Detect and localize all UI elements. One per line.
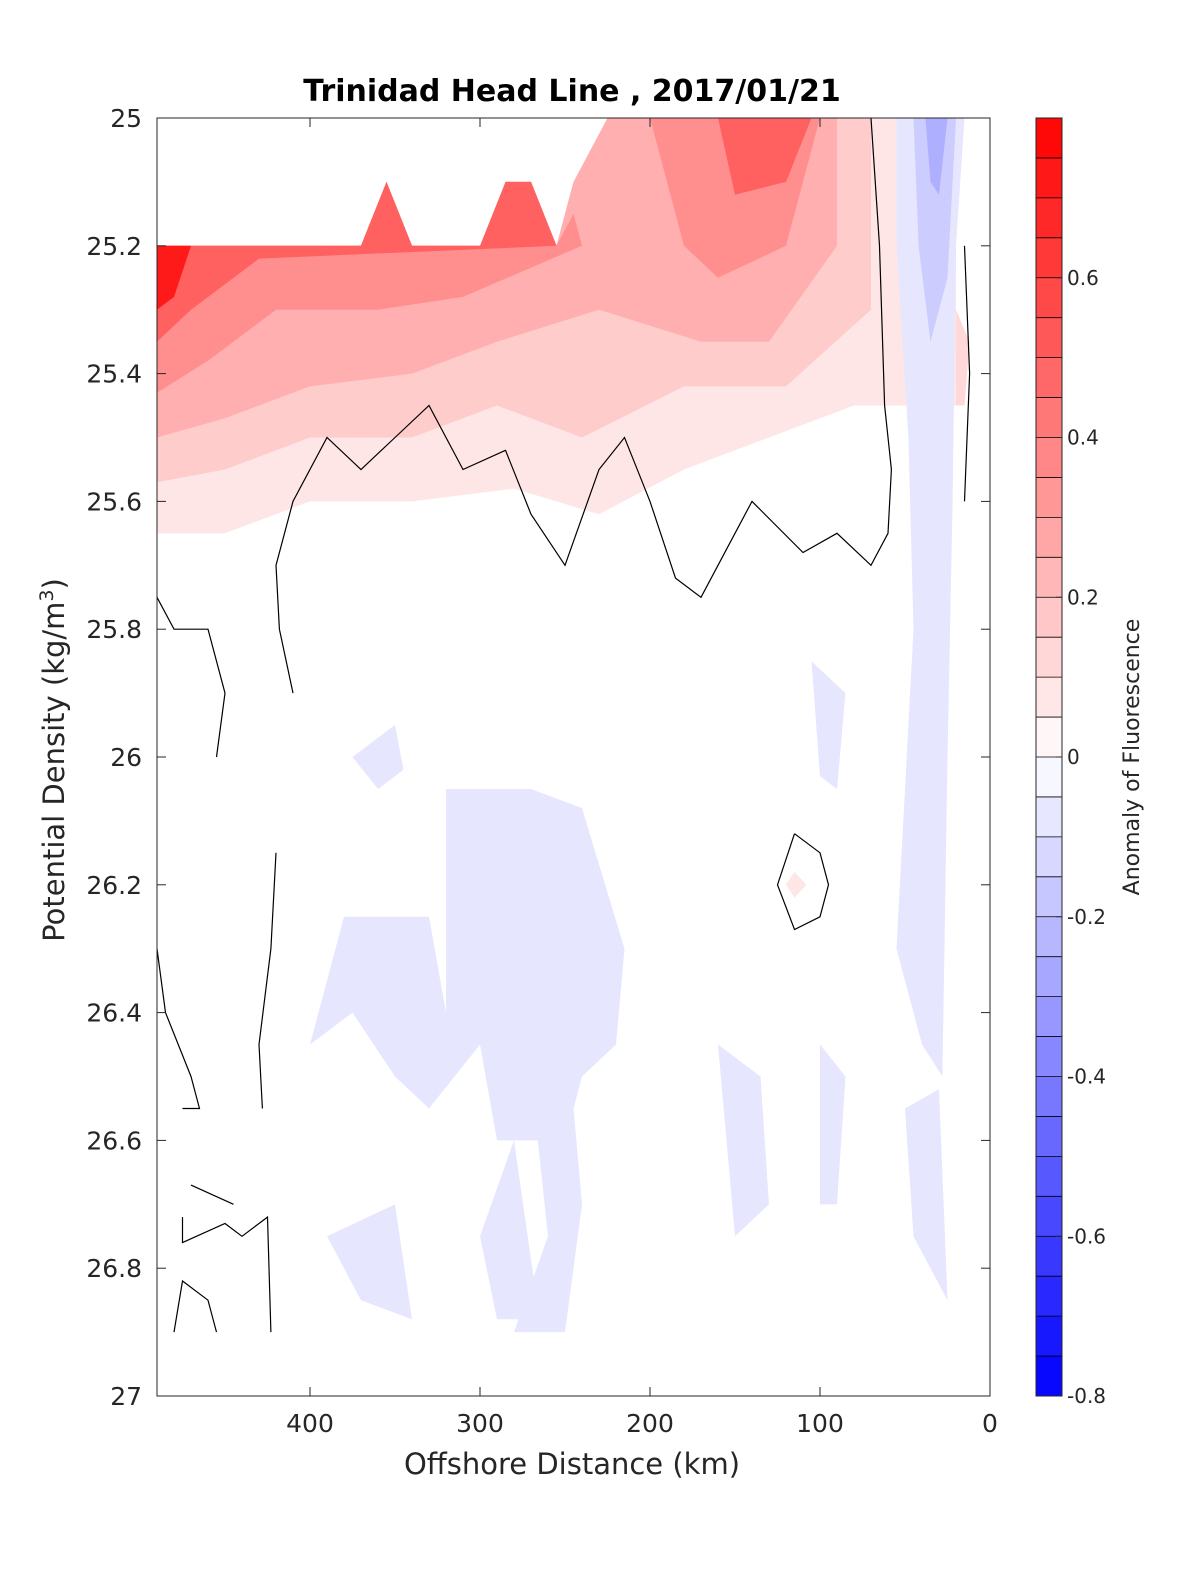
filled-regions <box>157 118 970 1333</box>
x-tick-label: 300 <box>456 1409 504 1438</box>
filled-region <box>913 118 956 342</box>
y-tick-label: 25.6 <box>86 487 142 516</box>
contour-line <box>157 597 226 758</box>
filled-region <box>157 181 582 393</box>
y-axis-label-main: Potential Density (kg/m <box>37 602 71 942</box>
filled-region <box>718 118 812 195</box>
filled-region <box>514 1076 582 1333</box>
y-tick-label: 25.4 <box>86 360 142 389</box>
colorbar-swatch <box>1036 118 1062 159</box>
x-axis: 400 300 200 100 0 <box>286 118 998 1438</box>
filled-region <box>905 1089 948 1301</box>
x-tick-label: 400 <box>286 1409 334 1438</box>
filled-region <box>327 1204 412 1320</box>
y-tick-label: 27 <box>110 1382 142 1411</box>
colorbar-tick-label: 0.4 <box>1067 426 1099 450</box>
colorbar-tick-label: 0.2 <box>1067 585 1099 609</box>
colorbar-swatch <box>1036 517 1062 558</box>
colorbar-tick-label: 0 <box>1067 745 1080 769</box>
colorbar-swatch <box>1036 796 1062 838</box>
filled-region <box>718 1044 769 1237</box>
colorbar-axis: 0.6 0.4 0.2 0 -0.2 -0.4 -0.6 -0.8 <box>1056 266 1106 1408</box>
chart-title: Trinidad Head Line , 2017/01/21 <box>303 74 840 109</box>
colorbar-swatch <box>1036 317 1062 359</box>
colorbar-swatch <box>1036 1156 1062 1197</box>
filled-region <box>310 789 625 1141</box>
y-axis-label: Potential Density (kg/m3) <box>36 578 71 942</box>
filled-region <box>820 1044 846 1205</box>
contour-line <box>776 833 830 931</box>
colorbar-swatch <box>1036 237 1062 279</box>
colorbar-tick-label: -0.4 <box>1067 1065 1106 1089</box>
colorbar-swatch <box>1036 277 1062 319</box>
contour-line <box>157 948 201 1110</box>
colorbar-swatch <box>1036 757 1062 798</box>
y-axis: 25 25.2 25.4 25.6 25.8 26 26.2 26.4 26.6 26.8 27 <box>86 104 990 1411</box>
x-tick-label: 200 <box>626 1409 674 1438</box>
filled-region <box>896 118 965 1077</box>
y-tick-label: 25.2 <box>86 232 142 261</box>
contour-line <box>963 245 971 502</box>
colorbar-swatch <box>1036 557 1062 598</box>
x-axis-label: Offshore Distance (km) <box>404 1447 740 1481</box>
y-tick-label: 26.6 <box>86 1126 142 1155</box>
colorbar-swatch <box>1036 836 1062 878</box>
contour-line <box>173 1279 218 1333</box>
contour-line <box>275 118 893 694</box>
colorbar-swatch <box>1036 597 1062 638</box>
colorbar-swatch <box>1036 1236 1062 1277</box>
filled-region <box>786 872 807 898</box>
y-tick-label: 25 <box>110 104 142 133</box>
filled-region <box>811 661 846 789</box>
contour-line <box>258 852 277 1109</box>
y-tick-label: 26.8 <box>86 1254 142 1283</box>
filled-region <box>480 1140 540 1320</box>
filled-region <box>352 725 404 789</box>
colorbar-swatch <box>1036 1196 1062 1237</box>
colorbar-swatch <box>1036 996 1062 1038</box>
colorbar-swatch <box>1036 1036 1062 1077</box>
filled-region <box>956 309 970 406</box>
colorbar-swatch <box>1036 637 1062 678</box>
y-tick-label: 26 <box>110 743 142 772</box>
colorbar-swatch <box>1036 1316 1062 1357</box>
colorbar-tick-label: -0.8 <box>1067 1384 1106 1408</box>
colorbar <box>1035 117 1063 1397</box>
filled-region <box>157 245 191 310</box>
colorbar-label: Anomaly of Fluorescence <box>1120 619 1145 896</box>
colorbar-tick-label: -0.6 <box>1067 1224 1106 1248</box>
x-tick-label: 0 <box>982 1409 998 1438</box>
y-axis-label-sup: 3 <box>36 589 58 601</box>
filled-region <box>925 118 948 195</box>
colorbar-swatch <box>1036 437 1062 478</box>
y-tick-label: 25.8 <box>86 615 142 644</box>
colorbar-swatch <box>1036 397 1062 438</box>
colorbar-swatch <box>1036 876 1062 918</box>
filled-region <box>157 181 557 342</box>
colorbar-swatch <box>1036 357 1062 399</box>
contour-line <box>181 1215 272 1333</box>
colorbar-tick-label: -0.2 <box>1067 905 1106 929</box>
contour-line <box>190 1184 234 1205</box>
colorbar-swatch <box>1036 477 1062 518</box>
colorbar-swatch <box>1036 1356 1062 1397</box>
colorbar-swatch <box>1036 916 1062 958</box>
contour-lines <box>157 118 971 1333</box>
colorbar-swatch <box>1036 197 1062 239</box>
y-tick-label: 26.2 <box>86 871 142 900</box>
colorbar-swatch <box>1036 157 1062 199</box>
colorbar-swatch <box>1036 717 1062 758</box>
y-axis-label-end: ) <box>37 578 71 589</box>
colorbar-swatch <box>1036 1076 1062 1117</box>
y-tick-label: 26.4 <box>86 999 142 1028</box>
colorbar-swatch <box>1036 677 1062 718</box>
colorbar-swatch <box>1036 1276 1062 1317</box>
x-tick-label: 100 <box>796 1409 844 1438</box>
colorbar-tick-label: 0.6 <box>1067 266 1099 290</box>
colorbar-swatch <box>1036 1116 1062 1157</box>
colorbar-swatch <box>1036 956 1062 998</box>
